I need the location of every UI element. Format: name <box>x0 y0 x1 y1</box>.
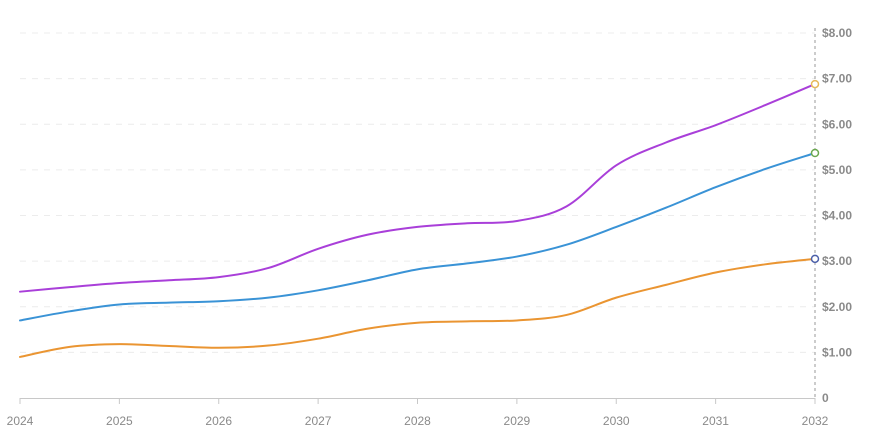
series-end-marker-3[interactable] <box>810 254 820 264</box>
x-tick-label: 2029 <box>504 414 531 428</box>
y-tick-label: $7.00 <box>822 72 852 86</box>
y-tick-label: $4.00 <box>822 209 852 223</box>
y-tick-label: $8.00 <box>822 26 852 40</box>
x-tick-label: 2026 <box>205 414 232 428</box>
x-tick-label: 2028 <box>404 414 431 428</box>
y-tick-label: $3.00 <box>822 254 852 268</box>
series-line-3 <box>19 257 816 358</box>
series-lines <box>19 83 816 358</box>
x-tick-label: 2024 <box>7 414 34 428</box>
y-tick-label: $2.00 <box>822 300 852 314</box>
end-markers <box>810 79 820 264</box>
x-tick-label: 2032 <box>802 414 829 428</box>
series-end-marker-2[interactable] <box>810 148 820 158</box>
y-tick-label: $5.00 <box>822 163 852 177</box>
y-axis-tick-labels: 0 $1.00 $2.00 $3.00 $4.00 $5.00 $6.00 $7.00 $8.0… <box>822 26 852 405</box>
y-tick-label: $1.00 <box>822 345 852 359</box>
y-tick-label: 0 <box>822 391 829 405</box>
y-tick-label: $6.00 <box>822 117 852 131</box>
x-axis-tick-labels: 2024 2025 2026 2027 2028 2029 2030 2031 2032 <box>7 414 829 428</box>
grid-lines <box>20 32 815 353</box>
x-tick-label: 2025 <box>106 414 133 428</box>
x-tick-label: 2030 <box>603 414 630 428</box>
series-line-2 <box>19 151 816 322</box>
series-line-1 <box>19 83 816 293</box>
axes <box>19 28 816 404</box>
series-end-marker-1[interactable] <box>810 79 820 89</box>
x-tick-label: 2027 <box>305 414 332 428</box>
x-tick-label: 2031 <box>702 414 729 428</box>
